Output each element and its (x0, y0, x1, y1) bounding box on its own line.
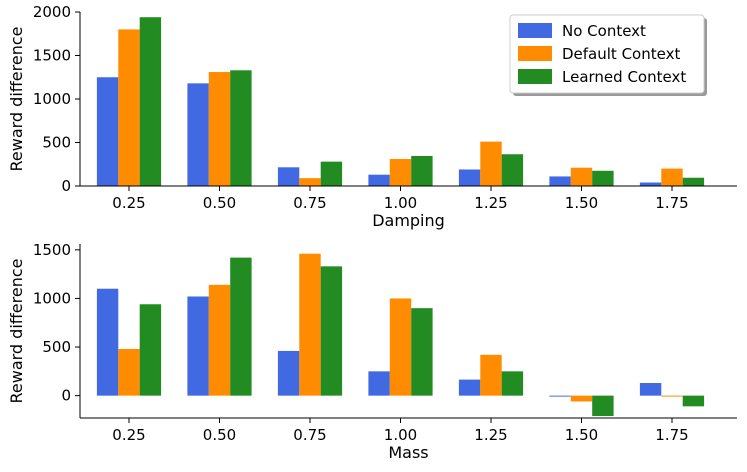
bar-learned-context-0.25 (139, 17, 162, 186)
bar-no-context-1.50 (549, 176, 571, 186)
bar-learned-context-1.25 (501, 371, 524, 396)
chart-panel-1: 0 500 1000 1500 2000 0.25 0.50 0.75 1.00 1.25 1.50… (7, 3, 737, 230)
bar-learned-context-0.75 (320, 161, 343, 186)
y-tick-label: 1000 (33, 289, 71, 307)
bar-no-context-0.50 (187, 296, 209, 396)
x-tick-label: 1.00 (384, 194, 417, 212)
x-tick-label: 0.25 (112, 194, 145, 212)
bar-default-context-1.75 (661, 395, 683, 397)
bar-no-context-0.75 (277, 167, 300, 186)
bar-default-context-1.25 (480, 141, 502, 186)
bar-no-context-1.25 (458, 169, 481, 186)
x-tick-label: 1.25 (474, 426, 507, 444)
bar-learned-context-0.75 (320, 266, 343, 396)
y-tick-label: 1500 (33, 241, 71, 259)
x-tick-label: 1.25 (474, 194, 507, 212)
bar-default-context-1.75 (661, 168, 683, 186)
y-tick-label: 2000 (33, 3, 71, 21)
bar-learned-context-0.50 (230, 257, 252, 396)
legend-box (509, 14, 705, 94)
bar-no-context-0.50 (187, 83, 209, 186)
bar-learned-context-1.00 (411, 155, 433, 186)
bar-default-context-0.75 (299, 253, 321, 396)
bar-no-context-1.25 (458, 379, 481, 396)
bar-learned-context-1.25 (501, 154, 524, 186)
bar-no-context-0.75 (277, 350, 300, 396)
y-tick-label: 1000 (33, 90, 71, 108)
y-tick-label: 500 (42, 134, 71, 152)
bar-learned-context-1.00 (411, 308, 433, 396)
bar-default-context-1.25 (480, 354, 502, 396)
bar-no-context-1.75 (639, 182, 662, 186)
x-tick-label: 0.50 (203, 194, 236, 212)
bar-default-context-0.50 (208, 72, 231, 186)
x-tick-label: 1.00 (384, 426, 417, 444)
legend-swatch (518, 23, 552, 38)
x-tick-label: 1.75 (655, 194, 688, 212)
y-tick-label: 500 (42, 338, 71, 356)
y-axis-label: Reward difference (7, 259, 26, 404)
x-axis-label: Mass (388, 443, 428, 462)
legend-label: Learned Context (562, 68, 686, 86)
bar-learned-context-1.50 (592, 395, 614, 417)
chart-panel-2: 0 500 1000 1500 0.25 0.50 0.75 1.00 1.25 1.50 1.75… (7, 241, 737, 462)
bar-no-context-0.25 (96, 77, 119, 186)
bar-no-context-0.25 (96, 288, 119, 396)
x-tick-label: 0.75 (293, 426, 326, 444)
bar-default-context-0.25 (118, 29, 140, 187)
bar-default-context-1.00 (389, 298, 412, 396)
bar-default-context-0.50 (208, 284, 231, 396)
legend-label: Default Context (562, 45, 680, 63)
bar-default-context-1.50 (570, 167, 593, 186)
bar-learned-context-1.50 (592, 170, 614, 186)
y-tick-label: 1500 (33, 47, 71, 65)
legend-swatch (518, 69, 552, 84)
y-axis-label: Reward difference (7, 27, 26, 172)
bar-no-context-1.00 (368, 174, 390, 186)
y-tick-label: 0 (61, 387, 71, 405)
x-tick-label: 0.50 (203, 426, 236, 444)
bar-learned-context-1.75 (682, 395, 705, 407)
bar-learned-context-1.75 (682, 177, 705, 186)
bar-no-context-1.00 (368, 371, 390, 396)
legend: No Context Default Context Learned Context (509, 14, 707, 96)
bar-learned-context-0.50 (230, 70, 252, 186)
x-tick-label: 0.25 (112, 426, 145, 444)
x-tick-label: 1.50 (565, 194, 598, 212)
legend-label: No Context (562, 22, 646, 40)
x-tick-label: 1.75 (655, 426, 688, 444)
x-tick-label: 0.75 (293, 194, 326, 212)
x-tick-label: 1.50 (565, 426, 598, 444)
bar-no-context-1.50 (549, 395, 571, 397)
bar-default-context-0.25 (118, 348, 140, 396)
bar-default-context-1.50 (570, 395, 593, 402)
bar-default-context-0.75 (299, 178, 321, 186)
x-axis-label: Damping (372, 211, 445, 230)
y-tick-label: 0 (61, 177, 71, 195)
bar-default-context-1.00 (389, 159, 412, 186)
legend-swatch (518, 46, 552, 61)
bar-no-context-1.75 (639, 383, 662, 396)
bar-learned-context-0.25 (139, 304, 162, 396)
